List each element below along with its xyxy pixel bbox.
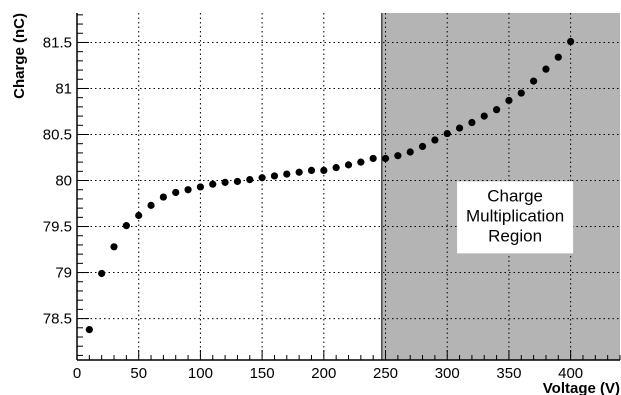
x-tick-label: 0 bbox=[73, 365, 81, 382]
y-tick-label: 79 bbox=[55, 265, 72, 282]
data-point bbox=[85, 326, 93, 334]
data-point bbox=[172, 188, 180, 197]
x-axis-title: Voltage (V) bbox=[543, 380, 620, 395]
data-point bbox=[542, 65, 550, 73]
data-point bbox=[233, 177, 242, 186]
annotation-line: Charge bbox=[487, 186, 543, 205]
x-tick-label: 150 bbox=[250, 365, 275, 382]
x-tick-label: 200 bbox=[311, 365, 336, 382]
x-tick-label: 400 bbox=[558, 365, 583, 382]
data-point bbox=[418, 142, 427, 151]
data-point bbox=[147, 201, 155, 209]
data-point bbox=[184, 186, 192, 194]
y-tick-label: 81.5 bbox=[43, 34, 72, 51]
data-point bbox=[246, 175, 254, 184]
data-point bbox=[443, 129, 451, 138]
data-point bbox=[159, 193, 167, 201]
data-point bbox=[122, 222, 130, 230]
annotation-line: Region bbox=[488, 226, 542, 245]
data-point bbox=[381, 154, 390, 163]
data-point bbox=[468, 118, 476, 127]
data-point bbox=[505, 96, 513, 105]
data-point bbox=[320, 166, 328, 174]
data-point bbox=[530, 77, 538, 85]
data-point bbox=[332, 164, 340, 172]
y-axis-title: Charge (nC) bbox=[11, 13, 28, 99]
data-point bbox=[567, 37, 575, 46]
data-point bbox=[270, 172, 279, 180]
x-tick-label: 250 bbox=[373, 365, 398, 382]
x-tick-label: 50 bbox=[130, 365, 147, 382]
annotation-line: Multiplication bbox=[466, 206, 564, 225]
data-point bbox=[554, 53, 562, 61]
data-point bbox=[480, 112, 488, 120]
data-point bbox=[357, 158, 365, 166]
data-point bbox=[455, 124, 464, 132]
data-point bbox=[431, 136, 439, 144]
annotation-box bbox=[457, 181, 574, 254]
y-tick-label: 79.5 bbox=[43, 219, 72, 236]
y-tick-label: 80 bbox=[55, 173, 72, 190]
data-point bbox=[394, 152, 402, 160]
y-tick-label: 78.5 bbox=[43, 311, 72, 328]
y-tick-label: 81 bbox=[55, 80, 72, 97]
data-point bbox=[135, 211, 143, 220]
data-point bbox=[369, 154, 377, 163]
data-point bbox=[209, 180, 217, 188]
data-point bbox=[344, 161, 353, 169]
x-tick-label: 350 bbox=[496, 365, 521, 382]
x-tick-label: 300 bbox=[435, 365, 460, 382]
data-point bbox=[221, 178, 229, 186]
data-point bbox=[196, 183, 205, 191]
data-point bbox=[517, 89, 525, 97]
data-point bbox=[110, 243, 118, 251]
data-point bbox=[295, 168, 303, 176]
data-point bbox=[307, 166, 316, 174]
data-point bbox=[283, 170, 291, 178]
y-tick-label: 80.5 bbox=[43, 126, 72, 143]
data-point bbox=[98, 269, 106, 278]
data-point bbox=[258, 174, 266, 182]
data-point bbox=[492, 106, 501, 114]
data-point bbox=[406, 148, 414, 156]
x-tick-label: 100 bbox=[188, 365, 213, 382]
